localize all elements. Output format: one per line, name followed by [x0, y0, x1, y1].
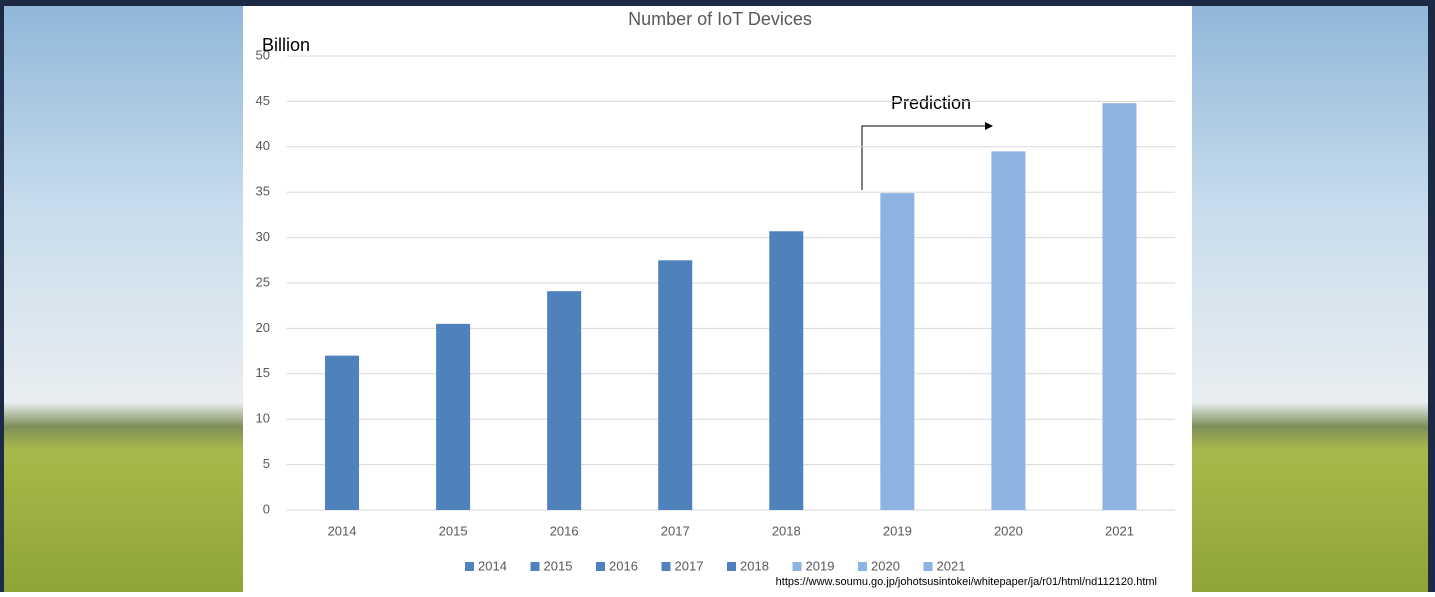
- y-tick-label: 20: [256, 320, 270, 335]
- bar: [1102, 103, 1136, 510]
- y-tick-label: 0: [263, 501, 270, 516]
- bar: [769, 231, 803, 510]
- legend-label: 2021: [937, 558, 966, 573]
- y-tick-label: 40: [256, 138, 270, 153]
- y-tick-label: 5: [263, 456, 270, 471]
- legend-label: 2016: [609, 558, 638, 573]
- bar: [658, 260, 692, 510]
- y-tick-label: 10: [256, 411, 270, 426]
- annotation: Prediction: [891, 93, 971, 113]
- y-tick-label: 15: [256, 365, 270, 380]
- legend-swatch: [596, 562, 605, 571]
- legend-label: 2015: [544, 558, 573, 573]
- legend-swatch: [858, 562, 867, 571]
- chart-title: Number of IoT Devices: [628, 9, 812, 29]
- x-tick-label: 2020: [994, 523, 1023, 538]
- slide: Number of IoT Devices Billion Prediction…: [0, 0, 1435, 592]
- y-tick-label: 25: [256, 274, 270, 289]
- legend-label: 2020: [871, 558, 900, 573]
- legend-swatch: [793, 562, 802, 571]
- bar: [880, 193, 914, 510]
- legend-label: 2017: [675, 558, 704, 573]
- legend-label: 2014: [478, 558, 507, 573]
- left-border: [0, 0, 4, 592]
- legend-label: 2018: [740, 558, 769, 573]
- x-tick-label: 2019: [883, 523, 912, 538]
- y-tick-label: 30: [256, 229, 270, 244]
- top-border: [0, 0, 1435, 6]
- x-tick-label: 2017: [661, 523, 690, 538]
- x-tick-label: 2021: [1105, 523, 1134, 538]
- right-border: [1428, 0, 1435, 592]
- legend-label: 2019: [806, 558, 835, 573]
- x-tick-label: 2014: [328, 523, 357, 538]
- legend-swatch: [465, 562, 474, 571]
- y-tick-label: 45: [256, 93, 270, 108]
- legend-swatch: [531, 562, 540, 571]
- x-tick-label: 2015: [439, 523, 468, 538]
- legend-swatch: [924, 562, 933, 571]
- chart-panel: [243, 6, 1192, 592]
- source: https://www.soumu.go.jp/johotsusintokei/…: [776, 576, 1157, 588]
- bar: [547, 291, 581, 510]
- legend-swatch: [662, 562, 671, 571]
- x-tick-label: 2018: [772, 523, 801, 538]
- y-tick-label: 50: [256, 47, 270, 62]
- bar: [436, 324, 470, 510]
- legend-swatch: [727, 562, 736, 571]
- y-tick-label: 35: [256, 184, 270, 199]
- bar: [991, 151, 1025, 510]
- bar: [325, 356, 359, 510]
- x-tick-label: 2016: [550, 523, 579, 538]
